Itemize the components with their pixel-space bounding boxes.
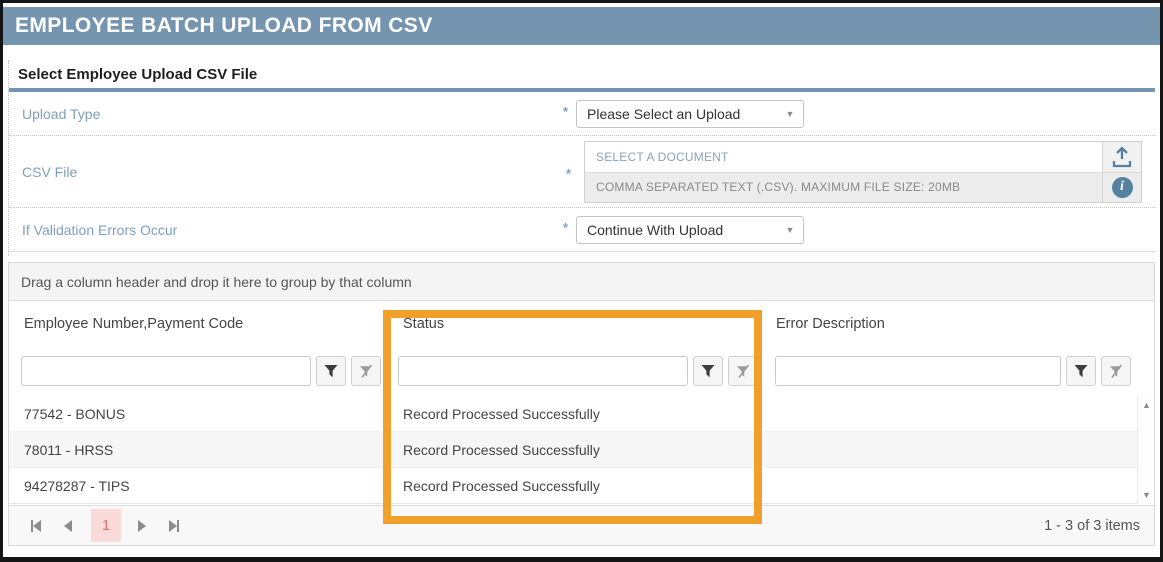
info-icon: i <box>1111 176 1133 198</box>
status-cell: Record Processed Successfully <box>403 441 600 458</box>
last-page-button[interactable] <box>163 514 185 538</box>
upload-file-button[interactable] <box>1103 142 1141 173</box>
required-marker: * <box>563 104 569 119</box>
last-page-bar-icon <box>177 519 179 532</box>
vertical-scrollbar[interactable]: ▲ ▼ <box>1137 396 1154 504</box>
employee-payment-cell: 94278287 - TIPS <box>24 477 130 494</box>
previous-page-icon <box>64 519 72 532</box>
status-cell: Record Processed Successfully <box>403 477 600 494</box>
column-header-label: Status <box>403 315 445 332</box>
previous-page-button[interactable] <box>57 514 79 538</box>
column-header-employee-payment[interactable]: Employee Number,Payment Code <box>9 301 386 346</box>
clear-filter-icon <box>736 364 749 378</box>
column-header-label: Error Description <box>776 315 885 332</box>
scroll-up-icon[interactable]: ▲ <box>1142 400 1151 410</box>
error-filter-button[interactable] <box>1066 356 1096 386</box>
upload-form-panel: Select Employee Upload CSV File Upload T… <box>8 60 1155 256</box>
error-clear-filter-button[interactable] <box>1101 356 1131 386</box>
page-title: EMPLOYEE BATCH UPLOAD FROM CSV <box>15 14 433 37</box>
scroll-down-icon[interactable]: ▼ <box>1142 490 1151 500</box>
status-clear-filter-button[interactable] <box>728 356 758 386</box>
title-bar: EMPLOYEE BATCH UPLOAD FROM CSV <box>3 7 1160 45</box>
upload-icon <box>1112 146 1132 167</box>
upload-type-selected-value: Please Select an Upload <box>587 106 741 122</box>
first-page-button[interactable] <box>25 514 47 538</box>
validation-errors-dropdown[interactable]: Continue With Upload ▼ <box>576 216 804 244</box>
upload-type-label: Upload Type <box>22 105 101 122</box>
group-by-drop-zone[interactable]: Drag a column header and drop it here to… <box>9 263 1154 301</box>
section-divider <box>9 88 1155 92</box>
select-document-field[interactable]: SELECT A DOCUMENT <box>585 142 1102 173</box>
column-header-status[interactable]: Status <box>386 301 763 346</box>
employee-clear-filter-button[interactable] <box>351 356 381 386</box>
error-filter-input[interactable] <box>775 356 1061 386</box>
file-type-hint: COMMA SEPARATED TEXT (.CSV). MAXIMUM FIL… <box>585 172 1102 202</box>
csv-document-picker: SELECT A DOCUMENT COMMA SEPARATED TEXT (… <box>584 141 1142 203</box>
clear-filter-icon <box>1109 364 1122 378</box>
next-page-icon <box>138 519 146 532</box>
required-marker: * <box>566 166 572 181</box>
current-page-button[interactable]: 1 <box>91 509 121 542</box>
validation-errors-label: If Validation Errors Occur <box>22 221 178 238</box>
employee-payment-cell: 78011 - HRSS <box>24 441 114 458</box>
employee-filter-input[interactable] <box>21 356 311 386</box>
status-filter-button[interactable] <box>693 356 723 386</box>
clear-filter-icon <box>359 364 372 378</box>
status-cell: Record Processed Successfully <box>403 405 600 422</box>
pager: 1 1 - 3 of 3 items <box>9 505 1154 545</box>
triangle-left-icon <box>33 519 41 532</box>
validation-errors-row: If Validation Errors Occur * Continue Wi… <box>9 208 1155 252</box>
column-header-error-description[interactable]: Error Description <box>763 301 1137 346</box>
filter-icon <box>324 365 338 378</box>
required-marker: * <box>563 220 569 235</box>
employee-payment-cell: 77542 - BONUS <box>24 405 126 422</box>
filter-row <box>9 346 1137 396</box>
chevron-down-icon: ▼ <box>785 109 795 119</box>
table-row: 77542 - BONUS Record Processed Successfu… <box>9 396 1137 432</box>
chevron-down-icon: ▼ <box>785 225 795 235</box>
next-page-button[interactable] <box>131 514 153 538</box>
filter-icon <box>701 365 715 378</box>
upload-type-row: Upload Type * Please Select an Upload ▼ <box>9 92 1155 136</box>
table-row: 78011 - HRSS Record Processed Successful… <box>9 432 1137 468</box>
status-filter-input[interactable] <box>398 356 688 386</box>
employee-filter-button[interactable] <box>316 356 346 386</box>
column-header-label: Employee Number,Payment Code <box>24 315 244 332</box>
csv-file-row: CSV File * SELECT A DOCUMENT COMMA SEPAR… <box>9 136 1155 208</box>
upload-type-dropdown[interactable]: Please Select an Upload ▼ <box>576 100 804 128</box>
file-info-button[interactable]: i <box>1103 172 1141 202</box>
info-icon-glyph: i <box>1120 179 1124 195</box>
section-title: Select Employee Upload CSV File <box>18 66 258 83</box>
results-grid: Drag a column header and drop it here to… <box>8 262 1155 546</box>
table-row: 94278287 - TIPS Record Processed Success… <box>9 468 1137 504</box>
csv-file-label: CSV File <box>22 163 78 180</box>
document-picker-actions: i <box>1102 142 1141 202</box>
validation-errors-selected-value: Continue With Upload <box>587 222 724 238</box>
pager-summary: 1 - 3 of 3 items <box>1044 517 1140 534</box>
first-page-icon <box>31 519 33 532</box>
document-picker-main: SELECT A DOCUMENT COMMA SEPARATED TEXT (… <box>585 142 1102 202</box>
last-page-icon <box>169 519 177 532</box>
filter-icon <box>1074 365 1088 378</box>
